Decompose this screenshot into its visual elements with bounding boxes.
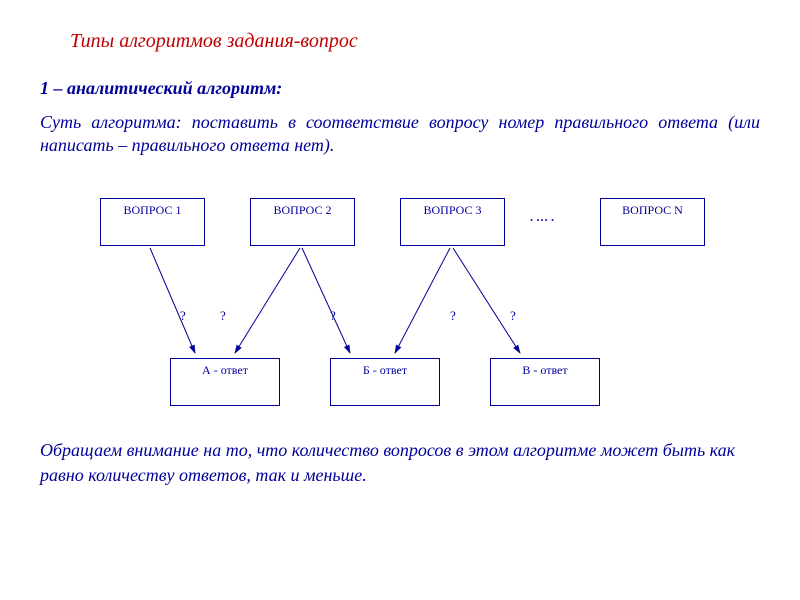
answer-box-b: Б - ответ — [330, 358, 440, 406]
answer-box-a: А - ответ — [170, 358, 280, 406]
qmark-1: ? — [180, 308, 186, 324]
qmark-4: ? — [450, 308, 456, 324]
footer-text: Обращаем внимание на то, что количество … — [40, 438, 760, 488]
diagram: ВОПРОС 1 ВОПРОС 2 ВОПРОС 3 ВОПРОС N . … … — [40, 198, 760, 418]
arrows-svg — [40, 243, 760, 373]
qmark-3: ? — [330, 308, 336, 324]
answer-box-c: В - ответ — [490, 358, 600, 406]
question-box-3: ВОПРОС 3 — [400, 198, 505, 246]
description: Суть алгоритма: поставить в соответствие… — [40, 111, 760, 158]
qmark-2: ? — [220, 308, 226, 324]
question-box-n: ВОПРОС N — [600, 198, 705, 246]
qmark-5: ? — [510, 308, 516, 324]
question-box-1: ВОПРОС 1 — [100, 198, 205, 246]
question-box-2: ВОПРОС 2 — [250, 198, 355, 246]
ellipsis: . … . — [530, 210, 554, 225]
subtitle: 1 – аналитический алгоритм: — [40, 78, 760, 99]
page-title: Типы алгоритмов задания-вопрос — [40, 30, 760, 53]
